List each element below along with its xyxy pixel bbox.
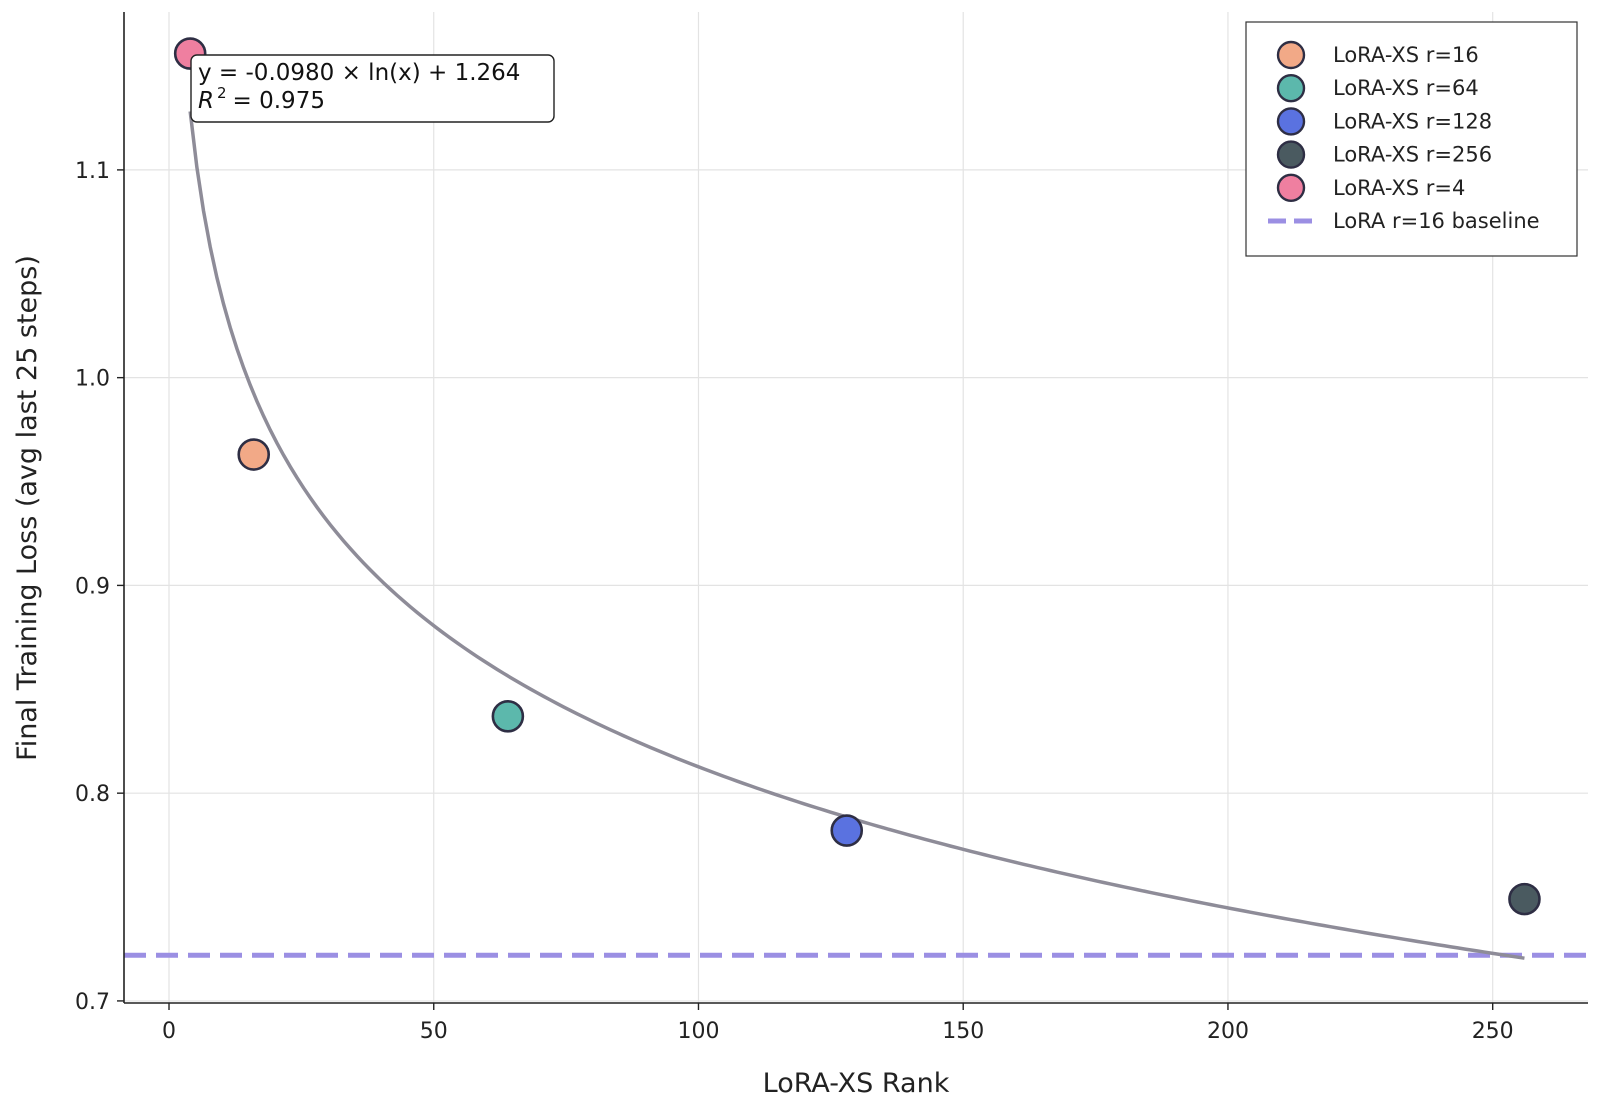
annotation-box [190, 54, 555, 123]
r2-value: = 0.975 [233, 88, 325, 114]
legend-marker [1276, 40, 1306, 70]
x-tick-label: 100 [677, 1019, 719, 1044]
r2-symbol: R [198, 88, 214, 114]
x-tick-label: 0 [162, 1019, 176, 1044]
fit-equation: y = -0.0980 × ln(x) + 1.264 [198, 60, 520, 86]
legend-label: LoRA-XS r=64 [1333, 76, 1479, 100]
legend-label: LoRA-XS r=256 [1333, 143, 1492, 167]
y-tick-label: 0.8 [75, 782, 110, 807]
y-axis-label: Final Training Loss (avg last 25 steps) [12, 255, 43, 761]
data-point-lora-xs-r-256 [1508, 882, 1541, 916]
y-ticks: 0.7 0.8 0.9 1.0 1.1 [75, 159, 124, 1015]
x-axis-label: LoRA-XS Rank [763, 1068, 950, 1099]
y-tick-label: 0.7 [75, 990, 110, 1015]
y-tick-label: 1.1 [75, 159, 110, 184]
r2-exponent: 2 [217, 84, 227, 102]
legend-marker [1276, 140, 1306, 169]
legend-label: LoRA r=16 baseline [1333, 209, 1540, 233]
legend-label: LoRA-XS r=128 [1333, 109, 1492, 133]
data-point-lora-xs-r-64 [491, 699, 525, 733]
y-tick-label: 1.0 [75, 367, 110, 392]
x-tick-label: 200 [1207, 1019, 1249, 1044]
legend-marker [1276, 173, 1306, 203]
x-tick-label: 250 [1472, 1019, 1514, 1044]
x-tick-label: 150 [942, 1019, 984, 1044]
legend-marker [1276, 73, 1306, 103]
fit-annotation: y = -0.0980 × ln(x) + 1.264 R 2 = 0.975 [190, 54, 555, 123]
legend-label: LoRA-XS r=4 [1333, 176, 1465, 200]
legend-marker [1276, 107, 1306, 136]
axes [123, 12, 1588, 1004]
data-point-lora-xs-r-16 [237, 438, 271, 471]
data-point-lora-xs-r-128 [830, 814, 864, 847]
fit-r2: R 2 = 0.975 [198, 84, 325, 114]
y-tick-label: 0.9 [75, 574, 110, 599]
x-ticks: 0 50 100 150 200 250 [162, 1003, 1514, 1044]
x-tick-label: 50 [420, 1019, 448, 1044]
legend: LoRA-XS r=16 LoRA-XS r=64 LoRA-XS r=128 LoR… [1245, 21, 1578, 257]
legend-label: LoRA-XS r=16 [1333, 43, 1479, 67]
